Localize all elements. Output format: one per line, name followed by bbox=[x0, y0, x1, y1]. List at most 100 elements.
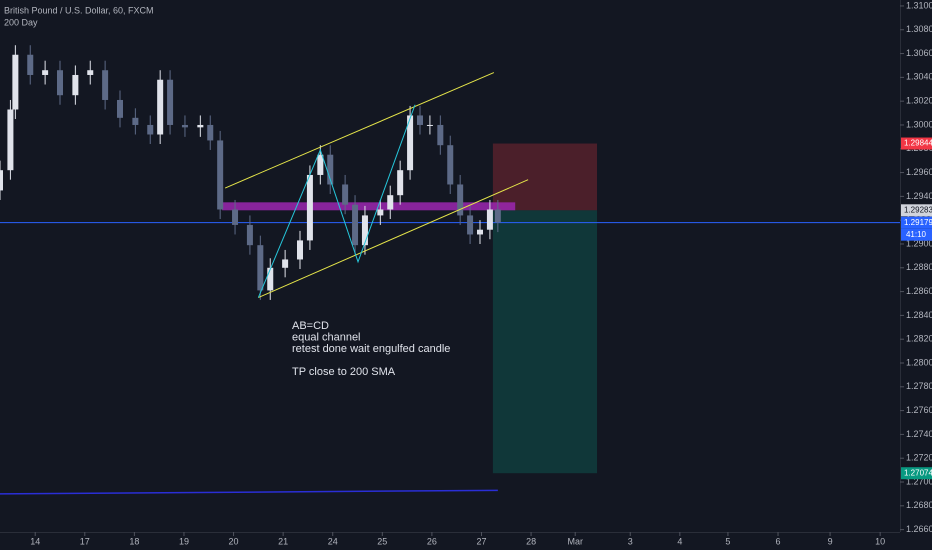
candle-body bbox=[132, 117, 139, 125]
x-tick-label: 10 bbox=[875, 536, 885, 546]
y-tick-label: 1.30000 bbox=[906, 119, 932, 129]
y-tick-label: 1.30400 bbox=[906, 72, 932, 82]
candle-body bbox=[282, 259, 289, 268]
x-tick-label: 27 bbox=[476, 536, 486, 546]
y-tick-label: 1.29000 bbox=[906, 238, 932, 248]
candle-body bbox=[167, 79, 174, 125]
candle-body bbox=[467, 215, 474, 235]
candle-body bbox=[0, 170, 3, 191]
current-price-tag-bg bbox=[901, 216, 932, 229]
abcd-pattern bbox=[257, 104, 416, 298]
x-tick-label: 25 bbox=[377, 536, 387, 546]
annotation: AB=CD bbox=[292, 320, 329, 332]
x-tick-label: 19 bbox=[179, 536, 189, 546]
candle-body bbox=[494, 209, 501, 223]
x-tick-label: 28 bbox=[526, 536, 536, 546]
candle-body bbox=[246, 224, 253, 246]
candle-body bbox=[217, 140, 224, 210]
x-tick-label: 20 bbox=[229, 536, 239, 546]
candle-body bbox=[352, 204, 359, 246]
y-tick-label: 1.28000 bbox=[906, 357, 932, 367]
candle-body bbox=[12, 54, 19, 110]
x-tick-label: 24 bbox=[328, 536, 338, 546]
chart-title: British Pound / U.S. Dollar, 60, FXCM bbox=[4, 5, 154, 15]
entry-price-tag-bg bbox=[901, 204, 932, 217]
x-tick-label: 6 bbox=[776, 536, 781, 546]
candle-body bbox=[197, 124, 204, 128]
x-tick-label: Mar bbox=[567, 536, 583, 546]
candle-body bbox=[157, 79, 164, 135]
candle-body bbox=[27, 54, 34, 75]
stop-zone bbox=[492, 143, 598, 211]
annotation: equal channel bbox=[292, 331, 361, 343]
candle-body bbox=[257, 245, 264, 291]
candle-body bbox=[267, 267, 274, 291]
resistance-zone bbox=[222, 202, 516, 211]
candle-body bbox=[387, 195, 394, 210]
channel-lower bbox=[258, 179, 529, 298]
candle-body bbox=[477, 229, 483, 235]
candle-body bbox=[361, 215, 368, 246]
candle-body bbox=[72, 74, 79, 96]
x-tick-label: 5 bbox=[725, 536, 730, 546]
candle-body bbox=[207, 124, 214, 141]
y-tick-label: 1.26800 bbox=[906, 500, 932, 510]
target-zone bbox=[492, 210, 598, 474]
target-price-tag-bg bbox=[901, 467, 932, 480]
candle-body bbox=[181, 124, 188, 128]
y-tick-label: 1.27400 bbox=[906, 429, 932, 439]
annotation: TP close to 200 SMA bbox=[292, 366, 396, 378]
candle-body bbox=[407, 115, 414, 171]
target-price-tag: 1.27074 bbox=[904, 468, 932, 477]
candle-body bbox=[377, 209, 384, 216]
y-tick-label: 1.27600 bbox=[906, 405, 932, 415]
y-tick-label: 1.28800 bbox=[906, 262, 932, 272]
candle-body bbox=[397, 170, 404, 196]
candle-body bbox=[327, 154, 334, 185]
candle-body bbox=[57, 70, 63, 96]
indicator-label: 200 Day bbox=[4, 17, 38, 27]
candle-body bbox=[42, 70, 49, 75]
candle-body bbox=[87, 70, 94, 75]
entry-price-tag: 1.29283 bbox=[904, 205, 932, 214]
y-tick-label: 1.26600 bbox=[906, 524, 932, 534]
candle-body bbox=[117, 99, 123, 118]
candle-body bbox=[102, 70, 109, 100]
candle-body bbox=[232, 209, 239, 225]
candle-body bbox=[457, 184, 464, 216]
x-tick-label: 18 bbox=[129, 536, 139, 546]
candle-body bbox=[342, 184, 349, 205]
x-tick-label: 17 bbox=[80, 536, 90, 546]
stop-price-tag-bg bbox=[901, 137, 932, 150]
x-tick-label: 3 bbox=[628, 536, 633, 546]
countdown-bg bbox=[901, 228, 932, 241]
candle-body bbox=[7, 109, 14, 171]
y-tick-label: 1.27200 bbox=[906, 453, 932, 463]
x-tick-label: 14 bbox=[30, 536, 40, 546]
candle-body bbox=[447, 145, 454, 185]
candle-body bbox=[317, 154, 324, 175]
candle-body bbox=[306, 174, 313, 241]
candle-body bbox=[147, 124, 154, 135]
y-tick-label: 1.29600 bbox=[906, 167, 932, 177]
y-tick-label: 1.28200 bbox=[906, 334, 932, 344]
y-tick-label: 1.28600 bbox=[906, 286, 932, 296]
y-tick-label: 1.31000 bbox=[906, 0, 932, 10]
y-tick-label: 1.27000 bbox=[906, 476, 932, 486]
candle-body bbox=[437, 124, 444, 146]
candle-body bbox=[486, 209, 493, 230]
y-tick-label: 1.30800 bbox=[906, 24, 932, 34]
candle-body bbox=[426, 124, 433, 126]
candle-body bbox=[417, 115, 423, 125]
x-tick-label: 26 bbox=[427, 536, 437, 546]
annotation: retest done wait engulfed candle bbox=[292, 343, 450, 355]
y-tick-label: 1.30200 bbox=[906, 96, 932, 106]
channel-upper bbox=[224, 72, 495, 189]
y-tick-label: 1.28400 bbox=[906, 310, 932, 320]
candle-body bbox=[297, 240, 303, 260]
x-tick-label: 9 bbox=[828, 536, 833, 546]
x-tick-label: 21 bbox=[278, 536, 288, 546]
stop-price-tag: 1.29844 bbox=[904, 139, 932, 148]
